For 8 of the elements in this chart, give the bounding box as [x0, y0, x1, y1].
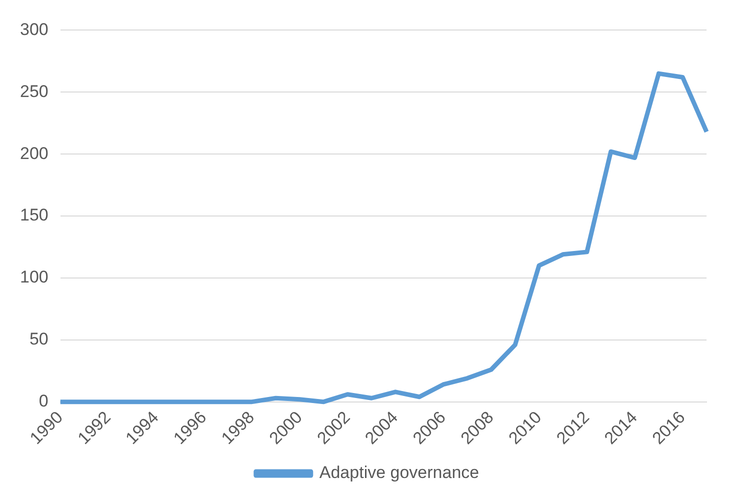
y-tick-label: 200 — [20, 144, 48, 163]
y-tick-label: 50 — [29, 330, 48, 349]
y-tick-label: 100 — [20, 268, 48, 287]
y-tick-label: 300 — [20, 20, 48, 39]
y-tick-label: 150 — [20, 206, 48, 225]
y-tick-label: 0 — [38, 392, 48, 411]
y-tick-label: 250 — [20, 82, 48, 101]
legend-label: Adaptive governance — [319, 463, 480, 482]
